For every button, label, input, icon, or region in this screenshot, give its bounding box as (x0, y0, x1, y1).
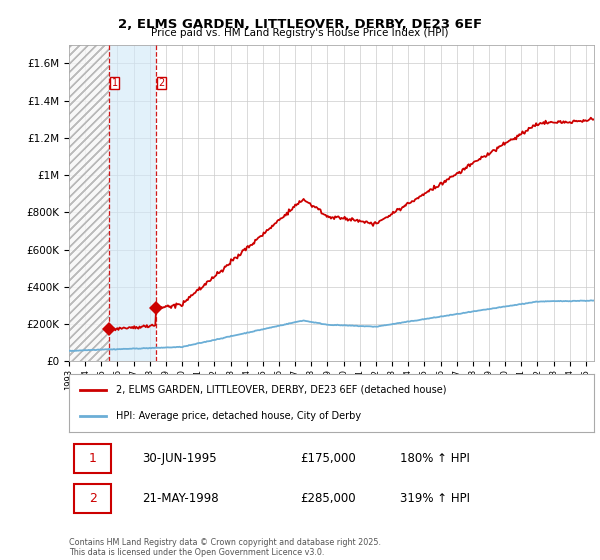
Bar (109, 45, 156, 361)
Text: 2: 2 (89, 492, 97, 506)
Text: 2, ELMS GARDEN, LITTLEOVER, DERBY, DE23 6EF: 2, ELMS GARDEN, LITTLEOVER, DERBY, DE23 … (118, 18, 482, 31)
Text: 180% ↑ HPI: 180% ↑ HPI (400, 451, 470, 465)
Bar (69, 45, 109, 361)
FancyBboxPatch shape (74, 444, 111, 473)
Text: 21-MAY-1998: 21-MAY-1998 (143, 492, 219, 506)
Text: 319% ↑ HPI: 319% ↑ HPI (400, 492, 470, 506)
Bar (69, 45, 109, 361)
Text: £285,000: £285,000 (300, 492, 356, 506)
Text: 2, ELMS GARDEN, LITTLEOVER, DERBY, DE23 6EF (detached house): 2, ELMS GARDEN, LITTLEOVER, DERBY, DE23 … (116, 385, 447, 395)
Text: 1: 1 (89, 451, 97, 465)
Text: 1: 1 (112, 78, 118, 88)
Text: 30-JUN-1995: 30-JUN-1995 (143, 451, 217, 465)
Text: HPI: Average price, detached house, City of Derby: HPI: Average price, detached house, City… (116, 411, 361, 421)
Text: £175,000: £175,000 (300, 451, 356, 465)
Text: 2: 2 (158, 78, 164, 88)
Text: Contains HM Land Registry data © Crown copyright and database right 2025.
This d: Contains HM Land Registry data © Crown c… (69, 538, 381, 557)
Bar (69, 45, 109, 361)
FancyBboxPatch shape (74, 484, 111, 514)
Text: Price paid vs. HM Land Registry's House Price Index (HPI): Price paid vs. HM Land Registry's House … (151, 28, 449, 38)
